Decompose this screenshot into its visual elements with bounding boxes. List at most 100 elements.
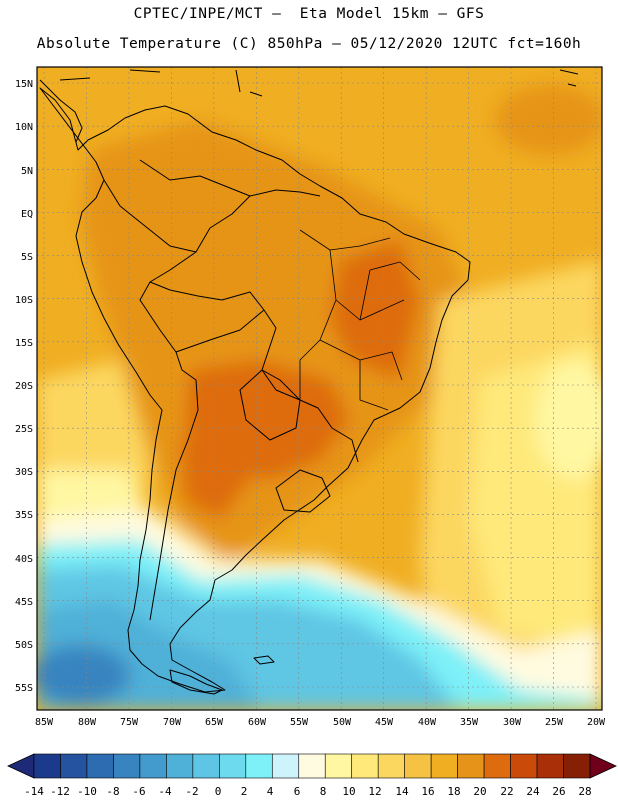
- falkland-islands: [253, 655, 275, 665]
- field-warm-continent: [80, 120, 470, 560]
- colorbar-swatch: [113, 753, 141, 779]
- map-frame: [36, 66, 603, 711]
- cbar-label-28: 28: [578, 785, 591, 798]
- colorbar-swatch: [483, 753, 511, 779]
- cbar-label-4: 4: [267, 785, 274, 798]
- lon-label-50w: 50W: [333, 717, 352, 728]
- cbar-label-12: 12: [368, 785, 381, 798]
- cbar-label-2: 2: [241, 785, 248, 798]
- cbar-label-neg14: -14: [24, 785, 44, 798]
- lon-label-80w: 80W: [78, 717, 97, 728]
- cbar-label-neg4: -4: [158, 785, 172, 798]
- lat-label-15s: 15S: [15, 338, 33, 349]
- country-borders: [39, 69, 579, 695]
- field-atlantic-pale: [535, 360, 602, 480]
- cbar-label-0: 0: [215, 785, 222, 798]
- lat-label-eq: EQ: [21, 209, 33, 220]
- south-america-coastline: [39, 87, 471, 693]
- lat-label-25s: 25S: [15, 424, 33, 435]
- cbar-label-8: 8: [320, 785, 327, 798]
- colorbar-over-arrow: [589, 753, 617, 779]
- border-brazil-west: [149, 195, 359, 463]
- border-bolivia: [175, 309, 265, 353]
- colorbar-swatch: [563, 753, 591, 779]
- cbar-label-neg8: -8: [106, 785, 119, 798]
- graticule: [37, 67, 602, 710]
- lat-axis: 15N 10N 5N EQ 5S 10S 15S 20S 25S 30S 35S…: [15, 79, 33, 694]
- cbar-label-20: 20: [473, 785, 486, 798]
- lon-label-65w: 65W: [205, 717, 224, 728]
- lon-label-20w: 20W: [587, 717, 606, 728]
- colorbar-swatch: [536, 753, 564, 779]
- cbar-label-6: 6: [294, 785, 301, 798]
- field-hot-core-chaco: [180, 430, 250, 520]
- border-andes: [139, 281, 199, 621]
- lon-label-30w: 30W: [503, 717, 522, 728]
- colorbar-swatch: [457, 753, 485, 779]
- lon-axis: 85W 80W 75W 70W 65W 60W 55W 50W 45W 40W …: [35, 717, 606, 728]
- lon-label-55w: 55W: [290, 717, 309, 728]
- lat-label-30s: 30S: [15, 467, 33, 478]
- lon-label-45w: 45W: [375, 717, 394, 728]
- cbar-label-10: 10: [342, 785, 355, 798]
- central-america-coast: [39, 79, 83, 143]
- field-south-deep-cold: [37, 645, 130, 705]
- lon-label-35w: 35W: [460, 717, 479, 728]
- lat-label-45s: 45S: [15, 597, 33, 608]
- colorbar-swatch: [404, 753, 432, 779]
- colorbar-under-arrow: [7, 753, 35, 779]
- lon-label-25w: 25W: [545, 717, 564, 728]
- lat-label-5s: 5S: [21, 252, 33, 263]
- lat-label-55s: 55S: [15, 683, 33, 694]
- cbar-label-14: 14: [395, 785, 409, 798]
- colorbar-swatch: [377, 753, 405, 779]
- chart-title-line-2: Absolute Temperature (C) 850hPa – 05/12/…: [36, 36, 582, 52]
- colorbar: -14 -12 -10 -8 -6 -4 -2 0 2 4 6 8 10 12 …: [7, 753, 617, 798]
- lat-label-20s: 20S: [15, 381, 33, 392]
- colorbar-swatch: [192, 753, 220, 779]
- field-hot-core-northeast: [330, 240, 420, 380]
- temperature-field: [37, 67, 602, 710]
- caribbean-islands: [59, 69, 579, 97]
- border-brazil-states: [299, 229, 421, 411]
- colorbar-swatch: [86, 753, 114, 779]
- lat-label-35s: 35S: [15, 510, 33, 521]
- colorbar-swatch: [60, 753, 88, 779]
- colorbar-swatch: [271, 753, 300, 779]
- field-hot-spot-north: [495, 85, 602, 155]
- colorbar-swatch: [324, 753, 353, 779]
- cbar-label-neg10: -10: [77, 785, 97, 798]
- border-venezuela-guianas: [139, 159, 321, 197]
- chart-title-line-1: CPTEC/INPE/MCT – Eta Model 15km – GFS: [133, 6, 485, 22]
- lon-label-40w: 40W: [418, 717, 437, 728]
- colorbar-swatch: [139, 753, 167, 779]
- lon-label-75w: 75W: [120, 717, 139, 728]
- colorbar-swatch: [510, 753, 538, 779]
- lon-label-60w: 60W: [248, 717, 267, 728]
- lat-label-50s: 50S: [15, 640, 33, 651]
- cbar-label-24: 24: [526, 785, 540, 798]
- border-paraguay: [239, 369, 301, 441]
- colorbar-swatch: [166, 753, 194, 779]
- colorbar-swatch: [430, 753, 458, 779]
- colorbar-swatch: [298, 753, 326, 779]
- lon-label-85w: 85W: [35, 717, 54, 728]
- border-uruguay: [275, 469, 331, 513]
- colorbar-swatch: [219, 753, 247, 779]
- lat-label-5n: 5N: [21, 166, 33, 177]
- cbar-label-26: 26: [552, 785, 565, 798]
- lat-label-10s: 10S: [15, 295, 33, 306]
- lon-label-70w: 70W: [163, 717, 182, 728]
- lat-label-15n: 15N: [15, 79, 33, 90]
- cbar-label-22: 22: [500, 785, 513, 798]
- tierra-del-fuego: [169, 669, 223, 695]
- colorbar-swatch: [351, 753, 379, 779]
- lat-label-10n: 10N: [15, 122, 33, 133]
- colorbar-swatch: [245, 753, 273, 779]
- colorbar-swatch: [33, 753, 61, 779]
- cbar-label-neg2: -2: [185, 785, 198, 798]
- border-colombia-peru: [103, 179, 197, 253]
- cbar-label-neg12: -12: [50, 785, 70, 798]
- cbar-label-neg6: -6: [132, 785, 145, 798]
